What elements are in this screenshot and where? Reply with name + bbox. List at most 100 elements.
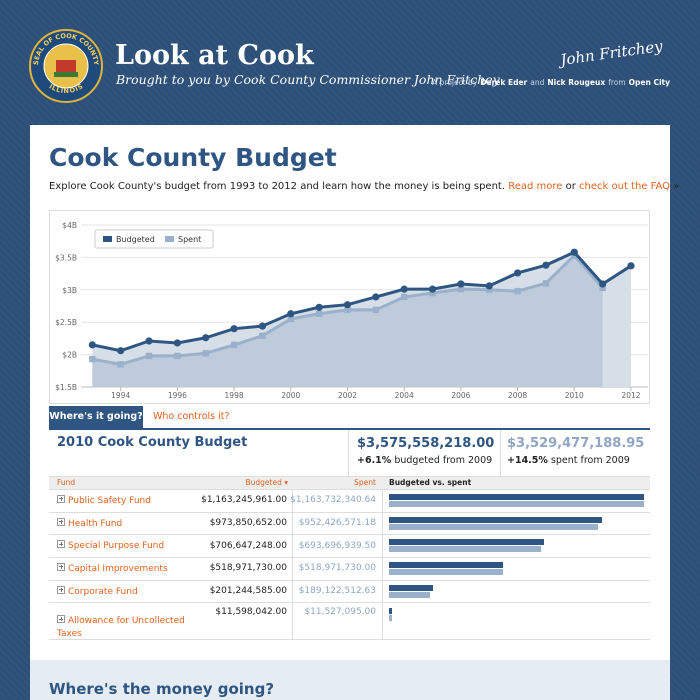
fund-cell: Corporate Fund <box>57 585 187 599</box>
divider <box>500 430 501 476</box>
divider <box>382 603 383 639</box>
expand-icon[interactable] <box>57 562 65 571</box>
fund-cell: Public Safety Fund <box>57 494 187 508</box>
point <box>344 306 351 314</box>
budgeted-total: $3,575,558,218.00 <box>357 436 495 451</box>
table-row: Public Safety Fund $1,163,245,961.00 $1,16… <box>49 490 650 513</box>
legend <box>94 229 214 249</box>
credit-link[interactable]: Open City <box>628 78 670 87</box>
fund-name[interactable]: Public Safety Fund <box>68 495 151 506</box>
expand-icon[interactable] <box>57 517 65 526</box>
credit-link[interactable]: Derek Eder <box>480 78 528 87</box>
fund-name[interactable]: Capital Improvements <box>68 563 168 574</box>
point <box>599 284 606 292</box>
divider <box>292 512 293 535</box>
table-row: Special Purpose Fund $706,647,248.00 $693,… <box>49 535 650 559</box>
point <box>88 341 96 349</box>
signature: John Fritchey <box>559 36 664 70</box>
point <box>486 286 493 293</box>
tab-active[interactable]: Where's it going? <box>49 406 143 428</box>
point <box>513 269 522 277</box>
x-tick-label: 2000 <box>281 391 300 400</box>
column-header[interactable]: Spent <box>354 478 376 487</box>
x-tick-label: 1996 <box>168 391 187 400</box>
x-tick-label: 2002 <box>338 391 357 400</box>
point <box>145 352 153 360</box>
budgeted-bar <box>389 494 644 500</box>
y-tick-label: $3B <box>62 286 77 295</box>
divider <box>292 535 293 558</box>
fund-name[interactable]: Allowance for Uncollected Taxes <box>57 616 185 639</box>
table-header <box>49 476 650 490</box>
faq-link[interactable]: check out the FAQ <box>579 181 671 192</box>
divider <box>382 580 383 603</box>
fund-name[interactable]: Health Fund <box>68 518 123 529</box>
point <box>174 352 181 360</box>
spent-cell: $1,163,732,340.64 <box>290 495 376 506</box>
divider <box>382 558 383 580</box>
site-subtitle: Brought to you by Cook County Commission… <box>116 72 500 87</box>
expand-icon[interactable] <box>57 494 65 503</box>
spent-change: +14.5% spent from 2009 <box>507 455 630 466</box>
x-tick-label: 1998 <box>225 391 244 400</box>
expand-icon[interactable] <box>57 585 65 594</box>
point <box>400 285 408 293</box>
point <box>429 289 436 297</box>
point <box>570 248 578 256</box>
spent-bar <box>389 501 644 507</box>
column-header[interactable]: Budgeted ▾ <box>245 478 288 487</box>
spent-cell: $952,426,571.18 <box>298 518 376 529</box>
point <box>514 287 521 295</box>
budgeted-bar <box>389 562 503 569</box>
spent-bar <box>389 546 541 553</box>
x-tick-label: 2006 <box>451 391 470 400</box>
x-tick-label: 2010 <box>565 391 584 400</box>
legend-swatch <box>165 236 174 242</box>
change-text: spent from 2009 <box>550 455 630 466</box>
summary-title: 2010 Cook County Budget <box>57 435 248 450</box>
budgeted-change: +6.1% budgeted from 2009 <box>357 455 492 466</box>
budgeted-cell: $201,244,585.00 <box>209 586 287 597</box>
fund-cell: Allowance for Uncollected Taxes <box>57 615 187 641</box>
budgeted-cell: $706,647,248.00 <box>209 540 287 551</box>
point <box>258 322 267 330</box>
column-header-text: Budgeted <box>245 478 282 487</box>
tab[interactable]: Who controls it? <box>153 411 230 422</box>
change-text: budgeted from 2009 <box>394 455 493 466</box>
seal-ground <box>54 72 78 77</box>
point <box>542 280 550 287</box>
point <box>202 334 210 342</box>
credit-link[interactable]: Nick Rougeux <box>547 78 606 87</box>
seal-text-bottom: ILLINOIS <box>48 82 85 95</box>
spent-bar <box>389 591 431 598</box>
intro: Explore Cook County's budget from 1993 t… <box>49 181 679 192</box>
legend-label: Spent <box>178 235 201 244</box>
point <box>173 339 181 347</box>
page-heading: Cook County Budget <box>49 143 337 172</box>
fund-name[interactable]: Corporate Fund <box>68 586 138 597</box>
credit-text: A project by <box>432 78 478 87</box>
divider <box>292 558 293 580</box>
expand-icon[interactable] <box>57 540 65 549</box>
credit: A project by Derek Eder and Nick Rougeux fro… <box>429 78 670 87</box>
spent-cell: $189,122,512.63 <box>298 586 376 597</box>
expand-icon[interactable] <box>57 615 65 623</box>
intro-text: or <box>565 181 576 192</box>
fund-name[interactable]: Special Purpose Fund <box>68 541 165 552</box>
read-more-link[interactable]: Read more <box>508 181 563 192</box>
point <box>230 341 238 349</box>
point <box>599 280 607 288</box>
column-header[interactable]: Fund <box>57 478 76 487</box>
point <box>145 337 153 345</box>
change-value: +6.1% <box>357 455 392 466</box>
footer-section <box>30 660 670 700</box>
point <box>315 303 323 311</box>
legend-label: Budgeted <box>116 235 155 244</box>
chart: $1.5B $2B $2.5B $3B $3.5B $4B 1994 1996 1998 2000… <box>55 221 648 400</box>
point <box>372 293 380 301</box>
intro-text: Explore Cook County's budget from 1993 t… <box>49 181 506 192</box>
fund-cell: Health Fund <box>57 517 187 531</box>
table-row: Corporate Fund $201,244,585.00 $189,122,51… <box>49 580 650 604</box>
point <box>230 325 238 333</box>
